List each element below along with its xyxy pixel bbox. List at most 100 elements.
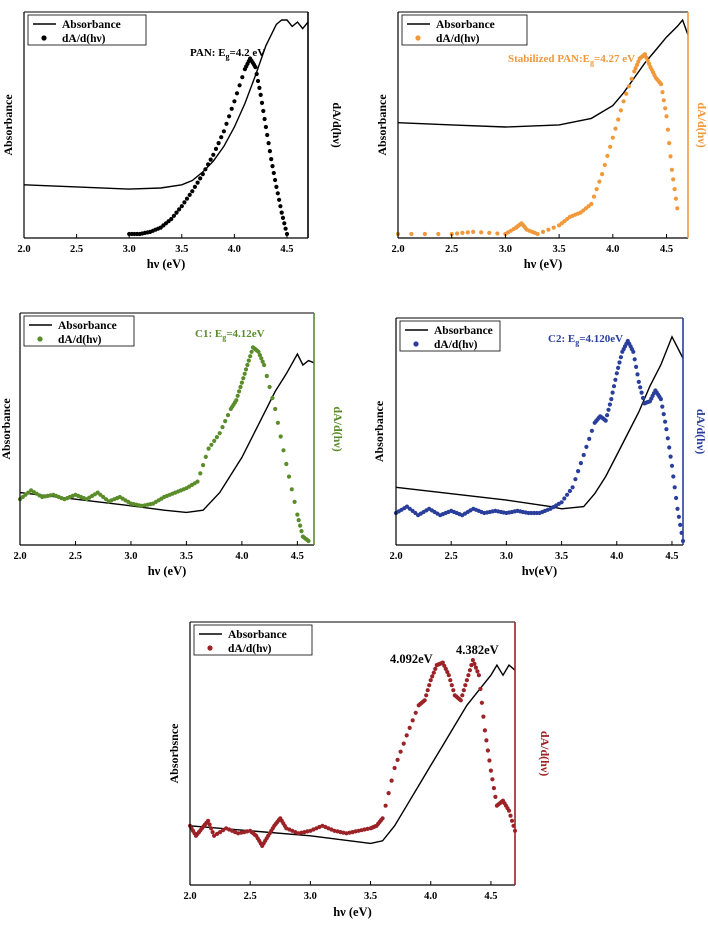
band-gap-annotation: Stabilized PAN:Eg=4.27 eV: [508, 53, 635, 67]
x-tick-label: 2.5: [445, 244, 458, 255]
legend-dot-swatch: [41, 35, 47, 41]
derivative-point: [169, 216, 174, 222]
derivative-point: [171, 213, 176, 218]
derivative-point: [218, 830, 223, 835]
derivative-point: [658, 397, 664, 402]
derivative-point: [613, 126, 618, 131]
derivative-point: [490, 777, 495, 782]
derivative-point: [635, 372, 640, 377]
derivative-point: [246, 358, 251, 363]
derivative-point: [647, 61, 652, 66]
derivative-point: [395, 757, 400, 763]
x-tick-label: 3.0: [304, 891, 317, 902]
derivative-point: [258, 92, 263, 97]
derivative-point: [461, 688, 466, 693]
derivative-point: [617, 360, 622, 365]
derivative-point: [636, 379, 641, 384]
derivative-point: [195, 479, 200, 484]
x-tick-label: 4.5: [660, 244, 673, 255]
x-tick-label: 3.0: [500, 551, 513, 562]
derivative-point: [479, 230, 484, 235]
derivative-point: [464, 678, 469, 683]
derivative-point: [280, 215, 286, 220]
derivative-point: [221, 828, 226, 833]
derivative-point: [669, 463, 675, 468]
derivative-point: [254, 71, 259, 77]
derivative-point: [263, 124, 268, 130]
derivative-point: [248, 354, 253, 359]
derivative-point: [487, 230, 492, 235]
derivative-point: [616, 365, 621, 370]
derivative-point: [282, 221, 287, 226]
derivative-point: [195, 180, 200, 185]
derivative-point: [618, 355, 624, 360]
y-axis-label-left: Absorbance: [372, 400, 386, 462]
derivative-point: [546, 227, 551, 232]
legend-label-derivative: dA/d(hν): [62, 33, 106, 45]
derivative-point: [631, 349, 636, 354]
derivative-point: [404, 733, 409, 738]
derivative-point: [479, 700, 484, 705]
derivative-point: [608, 144, 613, 149]
derivative-point: [605, 153, 610, 158]
derivative-point: [591, 194, 597, 199]
derivative-point: [509, 818, 515, 823]
x-tick-label: 2.0: [183, 891, 196, 902]
derivative-point: [224, 121, 229, 126]
derivative-point: [639, 390, 644, 395]
y-axis-label-right: dA/d(hν): [538, 731, 552, 776]
derivative-point: [209, 442, 214, 447]
derivative-point: [451, 688, 456, 693]
derivative-point: [636, 59, 641, 64]
derivative-point: [182, 200, 187, 205]
legend-label-absorbance: Absorbance: [228, 629, 287, 641]
derivative-point: [422, 698, 427, 703]
derivative-point: [237, 389, 242, 394]
derivative-point: [243, 367, 249, 372]
derivative-point: [611, 384, 617, 389]
derivative-point: [672, 485, 677, 490]
derivative-series: [187, 658, 518, 849]
x-tick-label: 2.0: [391, 244, 404, 255]
derivative-point: [260, 359, 265, 364]
derivative-point: [275, 191, 280, 196]
derivative-point: [600, 172, 605, 177]
legend-box: [401, 14, 528, 46]
derivative-point: [584, 444, 589, 449]
derivative-point: [602, 162, 607, 168]
derivative-point: [436, 231, 441, 237]
derivative-point: [299, 529, 304, 534]
derivative-point: [275, 420, 280, 425]
derivative-point: [306, 538, 311, 544]
derivative-point: [410, 718, 415, 723]
derivative-point: [607, 402, 613, 407]
band-gap-annotation: PAN: Eg=4.2 eV: [190, 47, 265, 61]
derivative-point: [645, 58, 650, 63]
derivative-point: [198, 176, 203, 181]
derivative-point: [274, 184, 279, 189]
x-tick-label: 3.5: [553, 244, 566, 255]
x-tick-label: 2.5: [69, 551, 82, 562]
derivative-point: [626, 84, 632, 89]
x-axis-label: hν (eV): [333, 905, 372, 919]
derivative-point: [413, 710, 418, 715]
derivative-point: [665, 436, 670, 441]
derivative-point: [298, 523, 303, 528]
legend-label-derivative: dA/d(hν): [434, 339, 478, 351]
derivative-point: [283, 226, 288, 231]
derivative-point: [212, 833, 217, 838]
derivative-point: [184, 196, 190, 201]
x-tick-label: 2.5: [70, 244, 83, 255]
derivative-point: [632, 69, 637, 74]
legend-dot-swatch: [37, 336, 43, 342]
derivative-point: [594, 187, 599, 192]
derivative-point: [249, 349, 254, 354]
x-tick-label: 3.5: [175, 244, 188, 255]
legend-dot-swatch: [413, 341, 419, 347]
x-tick-label: 2.0: [389, 551, 402, 562]
x-tick-label: 3.0: [123, 244, 136, 255]
derivative-point: [239, 380, 244, 385]
derivative-point: [660, 90, 665, 95]
derivative-point: [256, 349, 261, 354]
